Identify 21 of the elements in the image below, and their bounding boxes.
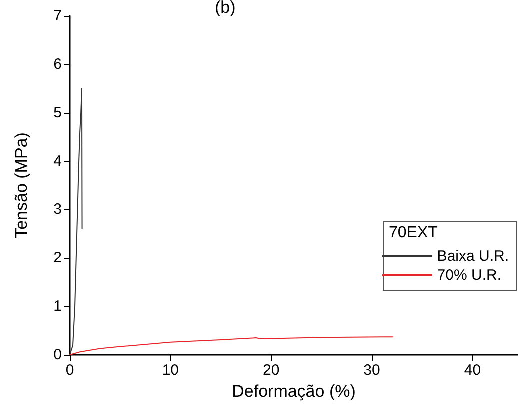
- y-tick-label: 7: [54, 8, 62, 24]
- x-tick-label: 0: [66, 362, 74, 379]
- legend-title: 70EXT: [389, 224, 438, 242]
- x-tick-label: 30: [364, 362, 380, 379]
- legend-label: Baixa U.R.: [437, 248, 510, 265]
- y-tick-label: 5: [54, 104, 62, 122]
- y-tick-label: 4: [54, 152, 62, 170]
- y-tick-label: 3: [54, 201, 62, 218]
- x-axis-title: Deformação (%): [232, 382, 356, 401]
- x-tick-label: 10: [162, 362, 180, 379]
- y-tick-label: 6: [54, 56, 62, 73]
- y-tick-label: 1: [54, 298, 62, 316]
- y-tick-label: 0: [54, 346, 62, 364]
- line-series: [70, 336, 394, 356]
- y-axis-title: Tensão (MPa): [12, 132, 31, 238]
- x-tick-label: 40: [464, 362, 482, 379]
- legend-label: 70% U.R.: [437, 267, 502, 284]
- y-tick-label: 2: [54, 250, 62, 267]
- line-series: [70, 88, 83, 356]
- x-tick-label: 20: [263, 362, 280, 379]
- chart-title: (b): [215, 0, 236, 17]
